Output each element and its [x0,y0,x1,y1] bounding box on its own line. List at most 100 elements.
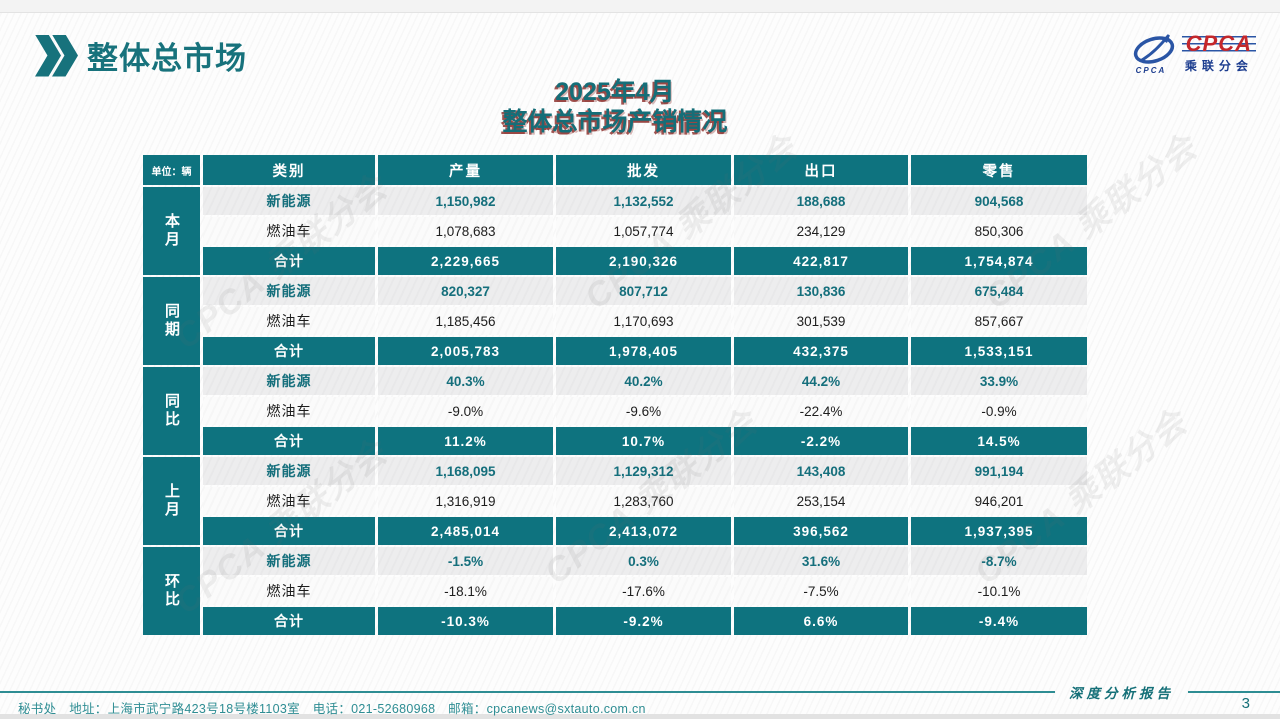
value-cell: 675,484 [911,277,1087,305]
group-label-yoy: 同比 [143,367,200,455]
cpca-acronym: CPCA [1181,33,1256,55]
value-cell: 1,129,312 [556,457,731,485]
value-cell: 1,283,760 [556,487,731,515]
value-cell: 2,190,326 [556,247,731,275]
value-cell: 40.2% [556,367,731,395]
slide-bottom-edge [0,714,1280,719]
category-cell: 燃油车 [203,577,375,605]
value-cell: 188,688 [734,187,908,215]
group-label-mom: 环比 [143,547,200,635]
category-cell: 燃油车 [203,307,375,335]
column-header-retail: 零售 [911,155,1087,185]
category-cell: 新能源 [203,547,375,575]
footer-rule-left [0,691,1055,693]
value-cell: 40.3% [378,367,553,395]
value-cell: -22.4% [734,397,908,425]
value-cell: 904,568 [911,187,1087,215]
value-cell: 1,168,095 [378,457,553,485]
value-cell: 396,562 [734,517,908,545]
cpca-subtitle: 乘联分会 [1184,59,1253,73]
value-cell: 2,005,783 [378,337,553,365]
value-cell: 1,150,982 [378,187,553,215]
double-chevron-icon [35,34,78,77]
category-cell: 新能源 [203,367,375,395]
value-cell: -7.5% [734,577,908,605]
report-type-label: 深度分析报告 [1069,686,1174,702]
value-cell: -0.9% [911,397,1087,425]
value-cell: 946,201 [911,487,1087,515]
heading-subject: 整体总市场产销情况 [502,107,728,136]
value-cell: -9.0% [378,397,553,425]
value-cell: -1.5% [378,547,553,575]
value-cell: 807,712 [556,277,731,305]
column-header-category: 类别 [203,155,375,185]
footer-rule-right [1188,691,1280,693]
group-label-last-month: 上月 [143,457,200,545]
category-cell: 合计 [203,427,375,455]
category-cell: 合计 [203,247,375,275]
value-cell: 2,413,072 [556,517,731,545]
category-cell: 燃油车 [203,487,375,515]
group-label-same-period: 同期 [143,277,200,365]
value-cell: 1,170,693 [556,307,731,335]
column-header-production: 产量 [378,155,553,185]
value-cell: 31.6% [734,547,908,575]
value-cell: 857,667 [911,307,1087,335]
value-cell: 1,185,456 [378,307,553,335]
category-cell: 新能源 [203,187,375,215]
value-cell: 1,316,919 [378,487,553,515]
page-title: 整体总市场 [87,41,247,76]
value-cell: 991,194 [911,457,1087,485]
cpca-logo-text: CPCA 乘联分会 [1181,33,1256,74]
column-header-wholesale: 批发 [556,155,731,185]
category-cell: 新能源 [203,457,375,485]
column-header-export: 出口 [734,155,908,185]
value-cell: 820,327 [378,277,553,305]
category-cell: 燃油车 [203,217,375,245]
value-cell: 33.9% [911,367,1087,395]
value-cell: 44.2% [734,367,908,395]
value-cell: 422,817 [734,247,908,275]
value-cell: 1,978,405 [556,337,731,365]
value-cell: 2,229,665 [378,247,553,275]
value-cell: 11.2% [378,427,553,455]
value-cell: -9.6% [556,397,731,425]
value-cell: 6.6% [734,607,908,635]
page-header: 整体总市场 [35,33,247,78]
value-cell: 850,306 [911,217,1087,245]
unit-label: 单位：辆 [143,155,200,185]
category-cell: 合计 [203,517,375,545]
value-cell: -18.1% [378,577,553,605]
cpca-logo: CPCA CPCA 乘联分会 [1132,33,1256,75]
value-cell: 432,375 [734,337,908,365]
value-cell: -9.2% [556,607,731,635]
value-cell: -10.3% [378,607,553,635]
value-cell: 10.7% [556,427,731,455]
value-cell: 1,533,151 [911,337,1087,365]
cpca-emblem-icon: CPCA [1132,34,1176,75]
cpca-emblem-caption: CPCA [1135,65,1167,75]
value-cell: 234,129 [734,217,908,245]
value-cell: 1,132,552 [556,187,731,215]
value-cell: 0.3% [556,547,731,575]
category-cell: 燃油车 [203,397,375,425]
group-label-current-month: 本月 [143,187,200,275]
value-cell: 143,408 [734,457,908,485]
secretariat-contact-info: 秘书处 地址：上海市武宁路423号18号楼1103室 电话：021-526809… [18,702,646,716]
value-cell: 14.5% [911,427,1087,455]
value-cell: 1,754,874 [911,247,1087,275]
category-cell: 新能源 [203,277,375,305]
value-cell: 1,057,774 [556,217,731,245]
value-cell: 1,937,395 [911,517,1087,545]
category-cell: 合计 [203,607,375,635]
value-cell: -9.4% [911,607,1087,635]
value-cell: 253,154 [734,487,908,515]
category-cell: 合计 [203,337,375,365]
value-cell: -8.7% [911,547,1087,575]
value-cell: -10.1% [911,577,1087,605]
slide-top-edge [0,0,1280,13]
value-cell: 301,539 [734,307,908,335]
market-data-table: 单位：辆 类别 产量 批发 出口 零售 本月 新能源 1,150,982 1,1… [143,155,1087,635]
heading-date: 2025年4月 [555,78,675,106]
